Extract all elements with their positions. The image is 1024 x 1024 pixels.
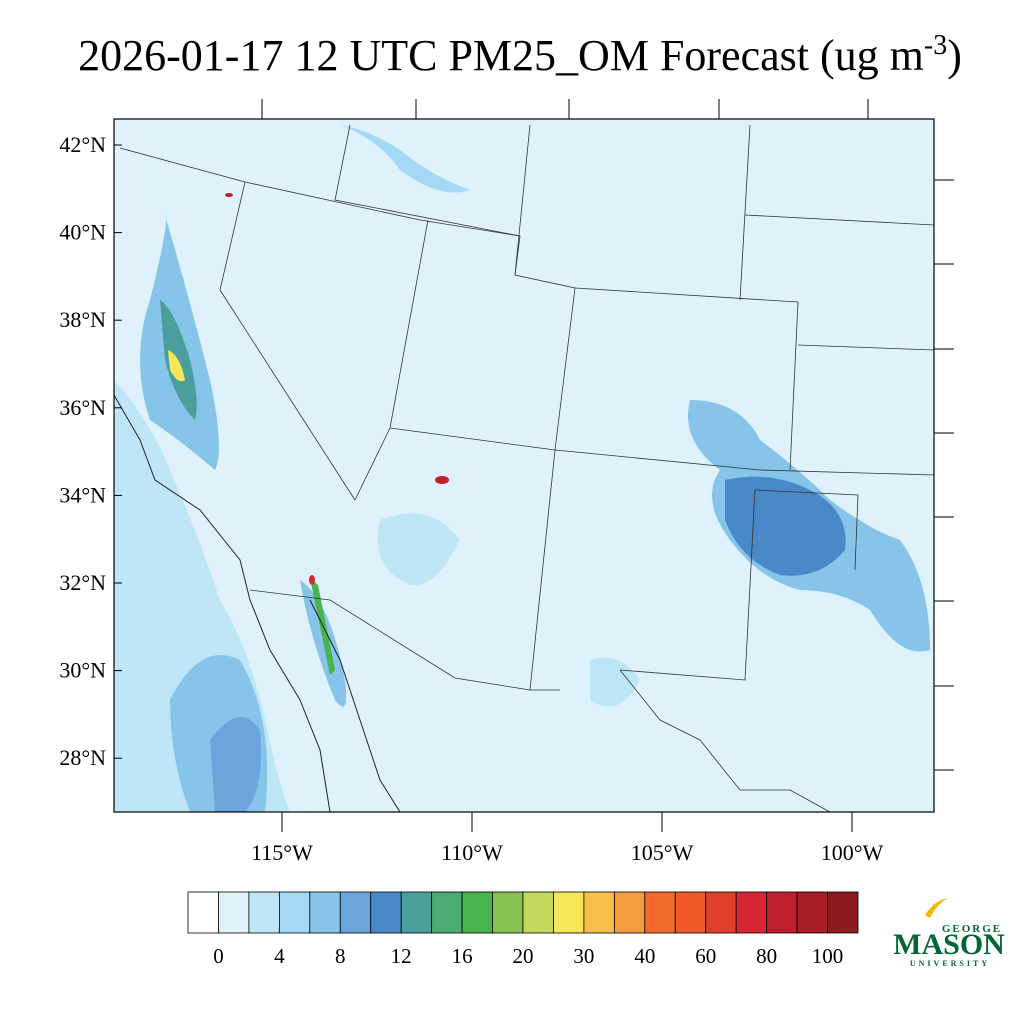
colorbar-box (309, 891, 341, 934)
lon-label: 110°W (441, 840, 503, 865)
state-line (219, 181, 356, 501)
colorbar-label: 60 (695, 944, 716, 968)
lat-label: 38°N (59, 307, 106, 332)
logo: GEORGE MASON UNIVERSITY (893, 898, 1005, 968)
colorbar-label: 8 (335, 944, 346, 968)
state-line (739, 124, 751, 301)
colorbar-box (278, 891, 311, 934)
title-superscript: -3 (924, 30, 947, 61)
plume (310, 578, 335, 675)
colorbar-box (613, 891, 646, 934)
lat-label: 30°N (59, 658, 106, 683)
plume (300, 580, 347, 707)
border-line (249, 589, 560, 691)
lat-label: 36°N (59, 395, 106, 420)
border-line (619, 669, 831, 813)
state-line (797, 344, 935, 351)
plume-fields (114, 125, 930, 812)
lat-label: 34°N (59, 482, 106, 507)
lon-label: 115°W (251, 840, 313, 865)
coastline (113, 394, 331, 813)
colorbar-label: 40 (634, 944, 655, 968)
plume (340, 125, 470, 193)
colorbar-box (218, 891, 250, 934)
state-line (754, 489, 859, 571)
colorbar-label: 30 (573, 944, 594, 968)
title-end: ) (947, 31, 962, 80)
logo-main: MASON (893, 928, 1005, 961)
lat-label: 28°N (59, 745, 106, 770)
colorbar-box (370, 891, 402, 934)
colorbar-label: 0 (213, 944, 224, 968)
colorbar-box (674, 891, 707, 934)
logo-top: GEORGE (942, 923, 1002, 935)
logo-bottom: UNIVERSITY (910, 959, 990, 968)
lon-label: 100°W (821, 840, 884, 865)
colorbar-label: 12 (391, 944, 412, 968)
colorbar-box (461, 891, 493, 934)
colorbar-box (522, 891, 554, 934)
state-line (744, 214, 935, 226)
colorbar-box (248, 891, 280, 934)
hotspot (435, 476, 449, 484)
colorbar-label: 80 (756, 944, 777, 968)
coastline (309, 599, 401, 813)
map-frame (113, 118, 935, 813)
colorbar-box (431, 891, 463, 934)
colorbar-box (492, 891, 524, 934)
colorbar-box (553, 891, 585, 934)
state-line (119, 147, 521, 237)
colorbar-label: 16 (452, 944, 473, 968)
lon-label: 105°W (631, 840, 694, 865)
colorbar-box (187, 891, 219, 934)
plume (725, 476, 846, 576)
colorbar-box (644, 891, 676, 934)
hotspot (225, 193, 233, 197)
lat-label: 32°N (59, 570, 106, 595)
boundaries (113, 124, 935, 813)
plume (210, 717, 261, 812)
colorbar-label: 20 (513, 944, 534, 968)
lat-label: 42°N (59, 132, 106, 157)
plume (590, 657, 640, 707)
plume (168, 350, 185, 382)
colorbar-label: 100 (812, 944, 844, 968)
colorbar: 0 4 8 12 16 20 30 40 60 80 100 (187, 891, 859, 968)
state-line (514, 124, 531, 276)
state-line (619, 489, 756, 681)
colorbar-box (766, 891, 798, 934)
colorbar-box (400, 891, 433, 934)
map (113, 118, 935, 813)
hotspot (309, 575, 315, 585)
colorbar-box (796, 891, 828, 934)
state-line (334, 124, 521, 237)
lat-label: 40°N (59, 220, 106, 245)
colorbar-box (339, 891, 372, 934)
plume (160, 300, 197, 420)
title-text: 2026-01-17 12 UTC PM25_OM Forecast (ug m (78, 31, 924, 80)
colorbar-box (827, 891, 859, 934)
colorbar-box (735, 891, 768, 934)
title: 2026-01-17 12 UTC PM25_OM Forecast (ug m… (78, 30, 962, 80)
state-line (389, 427, 935, 476)
colorbar-label: 4 (274, 944, 285, 968)
colorbar-box (583, 891, 615, 934)
logo-mark (925, 898, 948, 918)
plume (377, 513, 460, 585)
colorbar-box (705, 891, 737, 934)
state-line (574, 287, 799, 471)
